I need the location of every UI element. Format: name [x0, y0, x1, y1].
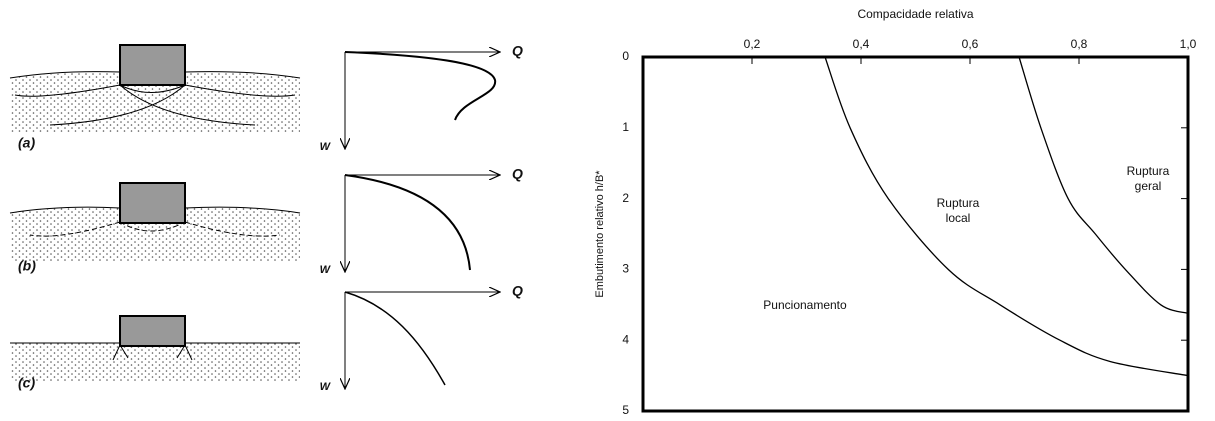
- footing: [119, 44, 186, 86]
- x-tick-label: 0,2: [744, 37, 761, 51]
- y-axis-label: Embutimento relativo h/B*: [594, 170, 606, 298]
- region-label: Ruptura: [1127, 164, 1170, 178]
- load-settlement-curve: [344, 51, 497, 121]
- panel-label: (a): [18, 135, 35, 151]
- soil: [10, 72, 300, 132]
- load-settlement-curve: [344, 174, 471, 271]
- region-label: geral: [1135, 179, 1162, 193]
- settlement-label: W: [320, 381, 332, 393]
- footing: [119, 182, 186, 224]
- soil: [10, 343, 300, 381]
- y-tick-label: 0: [622, 49, 629, 63]
- region-label: local: [946, 211, 971, 225]
- plot-frame: [641, 55, 1190, 413]
- x-tick-label: 0,8: [1071, 37, 1088, 51]
- soil: [10, 207, 300, 262]
- y-tick-label: 5: [622, 403, 629, 417]
- boundary-curve: [1018, 56, 1189, 314]
- chart-title: Compacidade relativa: [857, 7, 973, 21]
- load-label: Q: [512, 43, 523, 59]
- load-settlement-curve: [344, 291, 446, 386]
- load-label: Q: [512, 283, 523, 299]
- settlement-label: W: [320, 264, 332, 276]
- panel-label: (c): [18, 375, 35, 391]
- slip-surface: [14, 84, 296, 126]
- ground-heave: [9, 206, 301, 214]
- settlement-label: W: [320, 141, 332, 153]
- punch-shear: [112, 344, 193, 361]
- footing: [119, 315, 186, 347]
- x-tick-label: 0,6: [962, 37, 979, 51]
- slip-surface: [29, 221, 281, 237]
- region-label: Puncionamento: [763, 298, 847, 312]
- x-tick-label: 0,4: [853, 37, 870, 51]
- region-label: Ruptura: [937, 196, 980, 210]
- ground-heave: [9, 71, 301, 79]
- diagram: [9, 44, 497, 386]
- y-tick-label: 4: [622, 332, 629, 346]
- y-tick-label: 1: [622, 120, 629, 134]
- panel-label: (b): [18, 258, 36, 274]
- y-tick-label: 3: [622, 262, 629, 276]
- load-label: Q: [512, 166, 523, 182]
- y-tick-label: 2: [622, 191, 629, 205]
- boundary-curve: [824, 56, 1189, 377]
- chart: Compacidade relativa Embutimento relativo…: [594, 7, 1197, 417]
- x-tick-label: 1,0: [1180, 37, 1197, 51]
